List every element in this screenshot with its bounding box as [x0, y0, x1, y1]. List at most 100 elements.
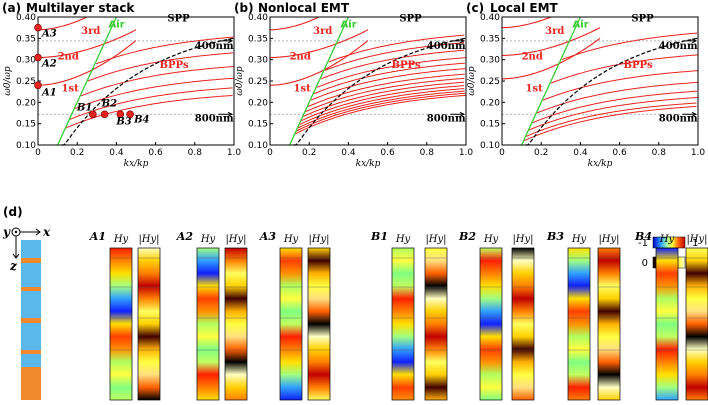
- mode-label-1st: 1st: [526, 84, 544, 95]
- strip-hy: [567, 247, 591, 401]
- strip-abs-hy: [137, 247, 161, 401]
- air-label: Air: [341, 20, 357, 31]
- field-label-hy: Hy: [113, 234, 129, 245]
- guided-mode-line: [270, 29, 369, 59]
- colorbar-min: -1: [638, 238, 648, 249]
- y-axis-label: ω0/ωp: [467, 66, 477, 95]
- mode-point-label: B3: [115, 116, 131, 127]
- guided-mode-line: [269, 40, 369, 86]
- ref-label-400nm: 400nm: [427, 41, 466, 52]
- mode-label-1st: 1st: [294, 84, 312, 95]
- mode-field-group: A1 Hy |Hy|: [89, 230, 161, 401]
- y-tick-label: 0.10: [16, 141, 36, 151]
- y-tick-label: 0.10: [248, 141, 268, 151]
- mode-point-label: B4: [133, 114, 149, 125]
- chart-panel-b: (b) Nonlocal EMT 0 0.2 0.4 0.6 0.8 1.0 0.10 0.15 0…: [234, 1, 473, 169]
- bpps-label: BPPs: [160, 60, 189, 71]
- bpp-mode-line: [310, 68, 466, 101]
- bpp-mode-line: [74, 77, 234, 110]
- mode-label-2nd: 2nd: [58, 52, 79, 63]
- spp-label: SPP: [167, 13, 190, 24]
- panel-label: (c): [466, 1, 484, 15]
- y-tick-label: 0.20: [16, 98, 36, 108]
- bpp-mode-line: [301, 85, 465, 122]
- bpp-mode-line: [80, 66, 234, 97]
- ref-label-400nm: 400nm: [195, 41, 234, 52]
- y-tick-label: 0.15: [16, 120, 36, 130]
- field-label-hy: Hy: [659, 234, 675, 245]
- y-tick-label: 0.40: [16, 13, 36, 23]
- x-tick-label: 0.6: [380, 148, 395, 158]
- mode-label-2nd: 2nd: [290, 52, 311, 63]
- bpps-label: BPPs: [392, 60, 421, 71]
- air-light-line: [521, 16, 581, 146]
- x-axis-label: kx/kp: [588, 159, 613, 169]
- mode-point-label: A2: [41, 59, 57, 70]
- bpp-mode-line: [561, 32, 698, 61]
- colorbar-min: 0: [642, 258, 648, 269]
- ref-arrow: [450, 38, 466, 44]
- strip-abs-hy: [224, 247, 248, 401]
- y-tick-label: 0.40: [248, 13, 268, 23]
- field-label-abs-hy: |Hy|: [308, 234, 329, 245]
- panel-label: (a): [2, 1, 21, 15]
- axis-y-label: y: [2, 225, 11, 239]
- x-tick-label: 0.2: [302, 148, 316, 158]
- structure-layer: [21, 287, 41, 291]
- strip-hy: [279, 247, 303, 401]
- mode-field-group: B4 Hy |Hy|: [634, 230, 708, 401]
- y-tick-label: 0.15: [480, 120, 500, 130]
- y-tick-label: 0.10: [480, 141, 500, 151]
- y-tick-label: 0.25: [16, 77, 36, 87]
- x-tick-label: 1.0: [459, 148, 474, 158]
- field-label-abs-hy: |Hy|: [512, 234, 533, 245]
- x-axis-label: kx/kp: [124, 159, 149, 169]
- mode-point: [100, 110, 109, 119]
- spp-label: SPP: [399, 13, 422, 24]
- strip-hy: [109, 247, 133, 401]
- panel-title: Local EMT: [490, 1, 559, 15]
- x-tick-label: 0.2: [534, 148, 548, 158]
- x-tick-label: 0.8: [188, 148, 203, 158]
- y-tick-label: 0.20: [248, 98, 268, 108]
- panel-label: (b): [234, 1, 254, 15]
- air-label: Air: [573, 20, 589, 31]
- x-tick-label: 1.0: [227, 148, 242, 158]
- mode-label: B2: [458, 230, 476, 243]
- guided-mode-line: [501, 37, 601, 80]
- bpp-mode-line: [294, 94, 466, 135]
- guided-mode-line: [502, 27, 601, 56]
- structure-layer: [21, 367, 41, 400]
- strip-hy: [391, 247, 415, 401]
- structure-layer: [21, 258, 41, 263]
- ref-label-800nm: 800nm: [427, 114, 466, 125]
- ref-arrow: [682, 38, 698, 44]
- strip-abs-hy: [424, 247, 448, 401]
- y-tick-label: 0.15: [248, 120, 268, 130]
- out-of-plane-dot: [14, 230, 18, 234]
- ref-arrow: [450, 111, 466, 117]
- guided-mode-line: [38, 29, 137, 59]
- strip-abs-hy: [685, 247, 708, 401]
- axis-x-label: x: [42, 225, 51, 239]
- spp-curve: [525, 37, 699, 146]
- y-tick-label: 0.20: [480, 98, 500, 108]
- mode-field-group: B3 Hy |Hy|: [546, 230, 621, 401]
- z-axis-arrow: [12, 236, 20, 259]
- y-tick-label: 0.30: [16, 56, 36, 66]
- guided-mode-line: [270, 16, 320, 31]
- mode-label: A1: [89, 230, 106, 243]
- field-label-abs-hy: |Hy|: [425, 234, 446, 245]
- x-tick-label: 0.8: [652, 148, 667, 158]
- x-tick-label: 0.4: [573, 148, 588, 158]
- bpp-mode-line: [313, 62, 465, 95]
- mode-point: [89, 110, 97, 119]
- bpp-mode-line: [528, 97, 698, 131]
- mode-label: A2: [176, 230, 194, 243]
- mode-point: [34, 23, 42, 32]
- mode-label-3rd: 3rd: [545, 26, 564, 37]
- y-tick-label: 0.40: [480, 13, 500, 23]
- ref-arrow: [682, 111, 698, 117]
- mode-label-3rd: 3rd: [81, 26, 100, 37]
